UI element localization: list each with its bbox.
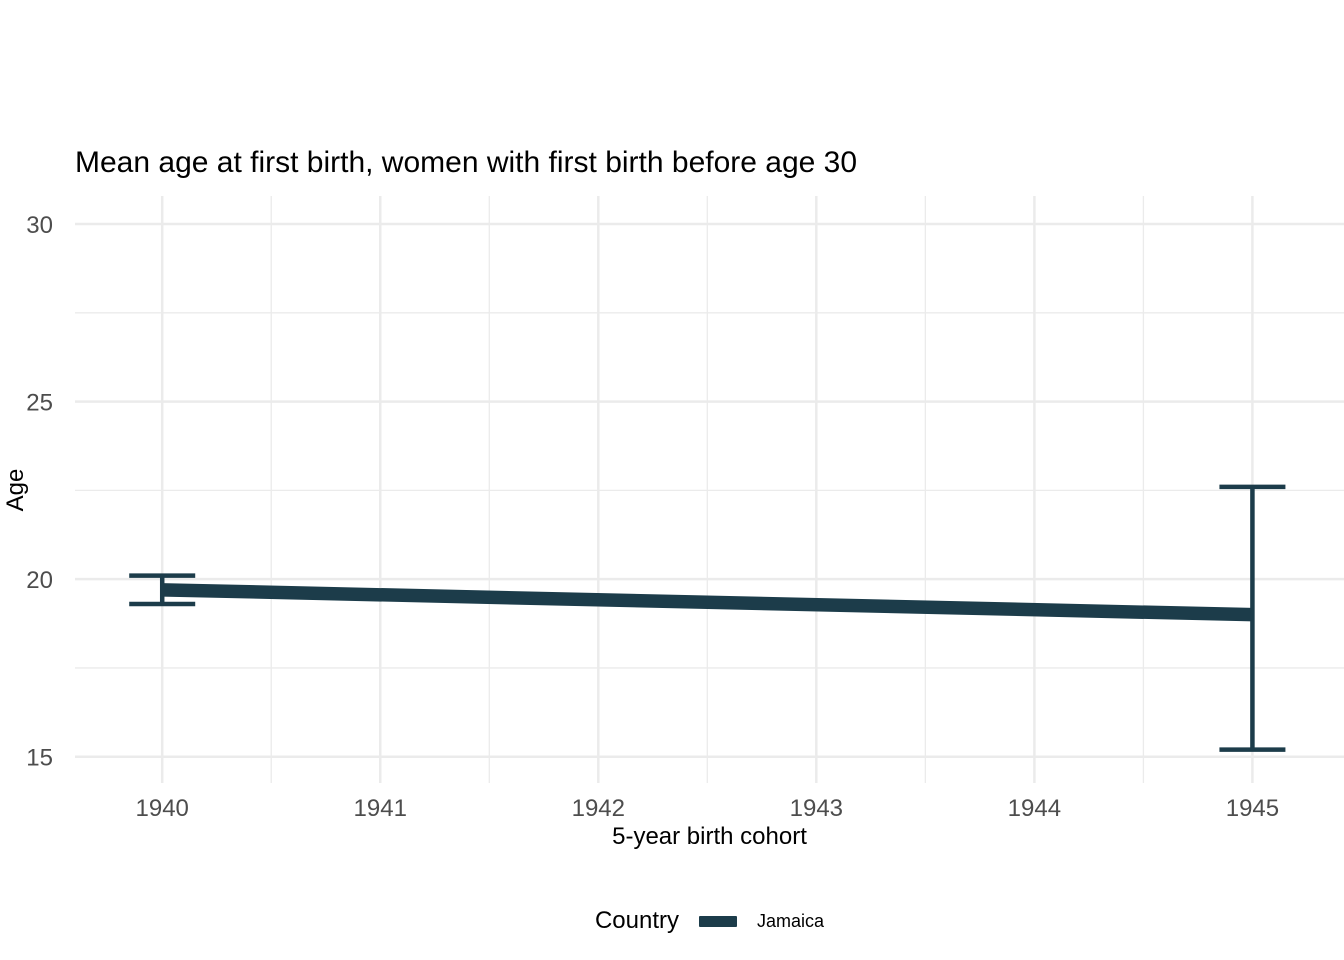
x-tick-label: 1940: [136, 795, 189, 822]
x-tick-label: 1943: [790, 795, 843, 822]
x-tick-label: 1945: [1226, 795, 1279, 822]
chart-title: Mean age at first birth, women with firs…: [75, 146, 858, 179]
legend-item-label: Jamaica: [757, 910, 825, 931]
trend-line: [162, 583, 1253, 622]
y-tick-label: 25: [26, 390, 53, 417]
y-tick-label: 20: [26, 567, 53, 594]
y-tick-label: 15: [26, 745, 53, 772]
legend: Country Jamaica: [75, 903, 1344, 939]
legend-title: Country: [594, 907, 679, 934]
x-axis-title: 5-year birth cohort: [612, 823, 807, 850]
legend-key-line: [699, 915, 737, 927]
y-tick-label: 30: [26, 212, 53, 239]
y-axis-title: Age: [2, 468, 29, 512]
x-tick-label: 1942: [572, 795, 625, 822]
x-tick-label: 1944: [1008, 795, 1061, 822]
x-tick-label: 1941: [354, 795, 407, 822]
